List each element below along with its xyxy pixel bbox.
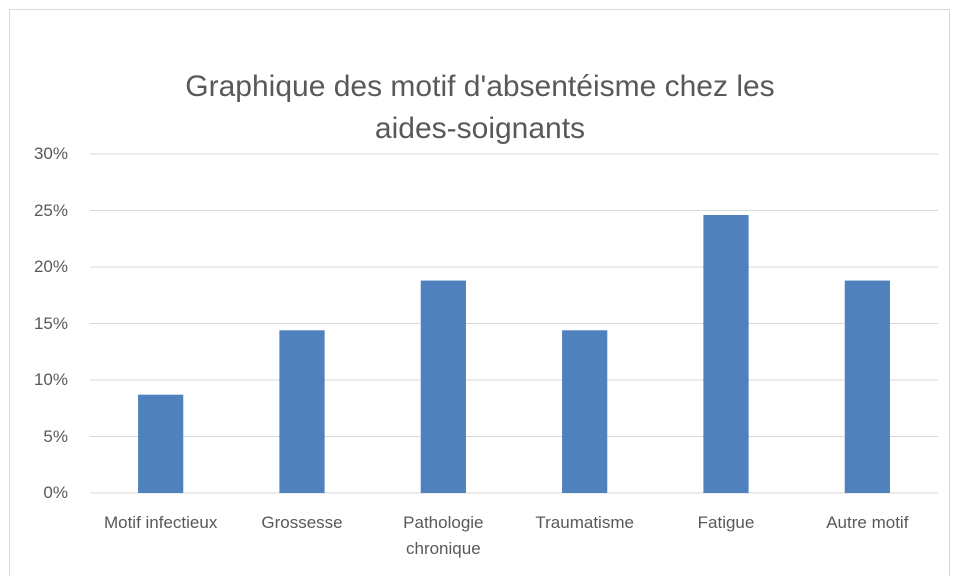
y-tick-label: 20% bbox=[33, 257, 68, 276]
x-tick-label: Fatigue bbox=[697, 513, 755, 532]
x-tick-label: Motif infectieux bbox=[103, 513, 218, 532]
bar bbox=[844, 280, 890, 493]
y-tick-label: 0% bbox=[43, 483, 68, 502]
bar bbox=[562, 330, 608, 493]
bar bbox=[279, 330, 325, 493]
y-tick-label: 15% bbox=[33, 313, 68, 333]
bar bbox=[420, 280, 466, 493]
y-tick-label: 30% bbox=[33, 144, 68, 163]
x-tick-label: Traumatisme bbox=[535, 513, 634, 532]
x-tick-label: Grossesse bbox=[261, 513, 343, 532]
bar bbox=[138, 394, 184, 493]
chart-title: Graphique des motif d'absentéisme chez l… bbox=[185, 70, 775, 145]
x-tick-label: Autre motif bbox=[826, 513, 909, 532]
bar bbox=[703, 215, 749, 493]
y-tick-label: 25% bbox=[33, 200, 68, 220]
y-tick-label: 10% bbox=[33, 370, 68, 389]
y-tick-label: 5% bbox=[43, 426, 68, 446]
x-tick-label: Pathologie chronique bbox=[403, 513, 484, 558]
